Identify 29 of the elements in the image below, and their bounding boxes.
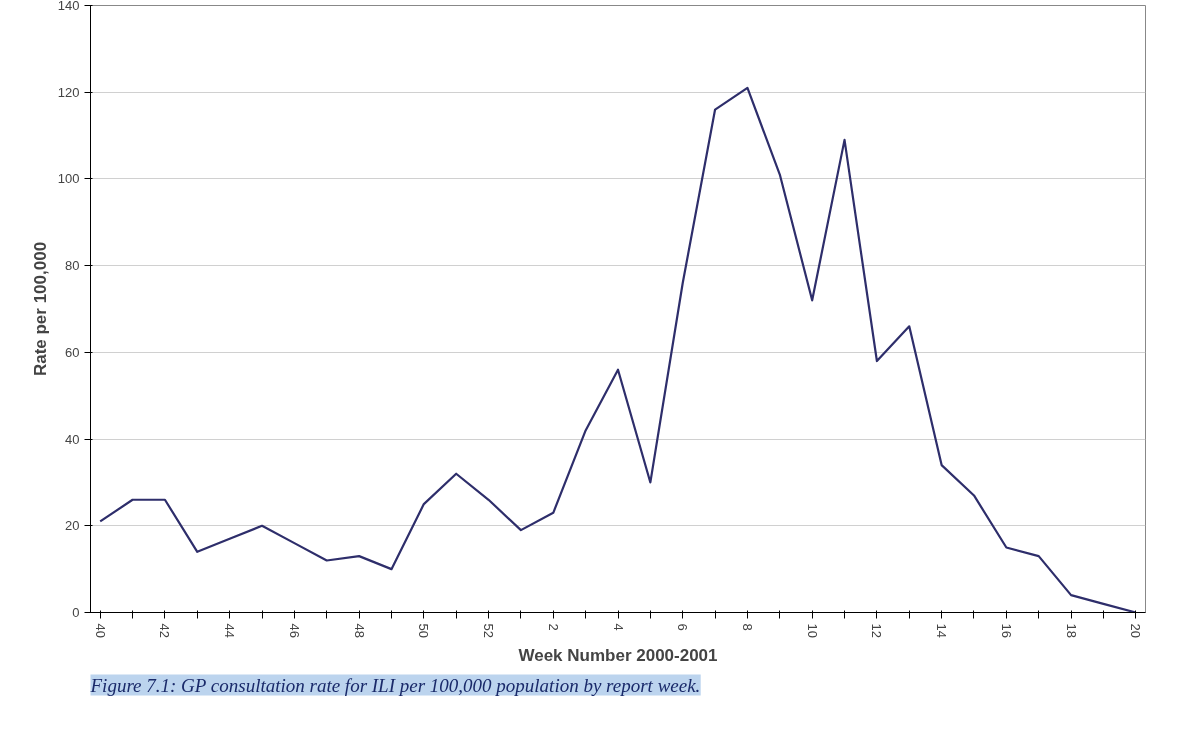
x-tick-label: 14 <box>934 623 950 638</box>
y-tick-label: 100 <box>57 171 80 187</box>
y-tick-label: 80 <box>65 258 80 274</box>
x-tick-label: 4 <box>610 623 626 631</box>
y-tick-label: 20 <box>65 518 80 534</box>
x-tick-label: 44 <box>222 623 238 638</box>
x-tick-label: 18 <box>1063 623 1079 638</box>
y-tick-label: 60 <box>65 344 80 360</box>
x-tick-label: 52 <box>481 623 497 638</box>
x-tick-label: 8 <box>739 623 755 631</box>
x-tick-label: 40 <box>92 623 108 638</box>
y-tick-label: 40 <box>65 431 80 447</box>
x-tick-label: 6 <box>675 623 691 631</box>
x-tick-label: 20 <box>1128 623 1144 638</box>
x-tick-label: 16 <box>998 623 1014 638</box>
y-tick-label: 140 <box>57 0 80 13</box>
x-tick-label: 10 <box>804 623 820 638</box>
x-tick-label: 46 <box>286 623 302 638</box>
x-axis-title: Week Number 2000-2001 <box>518 645 718 665</box>
line-series <box>99 86 1137 613</box>
x-tick-label: 50 <box>416 623 432 638</box>
y-axis-title: Rate per 100,000 <box>30 241 50 377</box>
x-tick-label: 2 <box>545 623 561 631</box>
y-tick-label: 0 <box>72 605 80 620</box>
x-tick-label: 42 <box>157 623 173 638</box>
x-tick-label: 48 <box>351 623 367 638</box>
x-tick-label: 12 <box>869 623 885 638</box>
y-tick-label: 120 <box>57 84 80 100</box>
caption: Figure 7.1: GP consultation rate for ILI per 100,000 population by report week. <box>89 674 701 696</box>
